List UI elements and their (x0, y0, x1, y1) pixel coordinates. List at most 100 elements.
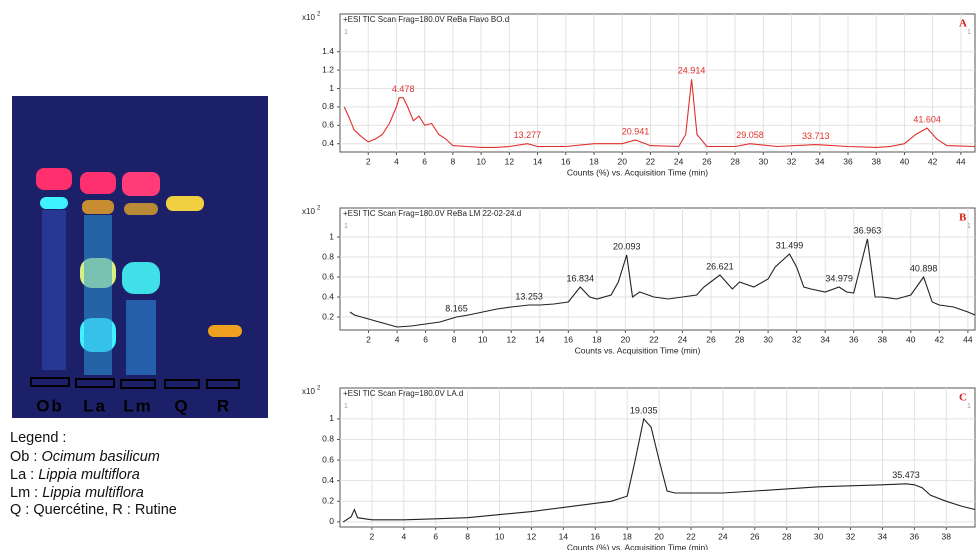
x-tick-label: 18 (622, 531, 632, 541)
legend-entry: Lm : Lippia multiflora (10, 485, 144, 501)
peak-label: 8.165 (445, 303, 468, 313)
peak-label: 41.604 (913, 114, 941, 124)
x-tick-label: 28 (782, 531, 792, 541)
x-tick-label: 12 (527, 531, 537, 541)
x-tick-label: 8 (465, 531, 470, 541)
panel-label: B (959, 212, 967, 224)
x-tick-label: 22 (686, 531, 696, 541)
x-tick-label: 30 (763, 334, 773, 344)
x-tick-label: 24 (674, 156, 684, 166)
lane-label: La (83, 396, 107, 415)
legend-species: Lippia multiflora (38, 467, 140, 483)
legend-title: Legend : (10, 430, 67, 446)
x-tick-label: 38 (871, 156, 881, 166)
x-tick-label: 32 (792, 334, 802, 344)
y-tick-label: 0 (329, 516, 334, 526)
x-tick-label: 6 (433, 531, 438, 541)
x-tick-label: 22 (649, 334, 659, 344)
legend-entry: La : Lippia multiflora (10, 467, 140, 483)
legend-entry: Ob : Ocimum basilicum (10, 449, 160, 465)
y-tick-label: 0.2 (322, 496, 334, 506)
y-tick-label: 1.2 (322, 64, 334, 74)
x-tick-label: 2 (366, 334, 371, 344)
y-scale: x10 (302, 13, 315, 22)
tlc-plate (12, 96, 268, 418)
peak-label: 31.499 (776, 240, 804, 250)
y-tick-label: 0.4 (322, 138, 334, 148)
y-tick-label: 0.4 (322, 291, 334, 301)
y-tick-label: 0.2 (322, 311, 334, 321)
x-tick-label: 24 (718, 531, 728, 541)
panel-label: A (959, 18, 967, 30)
y-tick-label: 0.6 (322, 271, 334, 281)
y-tick-label: 1.4 (322, 46, 334, 56)
peak-label: 13.277 (514, 130, 542, 140)
legend-species: Lippia multiflora (42, 485, 144, 501)
peak-label: 19.035 (630, 405, 658, 415)
x-tick-label: 16 (591, 531, 601, 541)
chart-title: +ESI TIC Scan Frag=180.0V ReBa LM 22-02-… (343, 209, 521, 218)
plot-area (339, 387, 976, 528)
legend-code: Lm : (10, 485, 43, 501)
x-tick-label: 4 (394, 156, 399, 166)
y-scale-exponent: 2 (317, 386, 321, 392)
chart-title: +ESI TIC Scan Frag=180.0V LA.d (343, 389, 463, 398)
x-tick-label: 20 (621, 334, 631, 344)
peak-label: 13.253 (515, 291, 543, 301)
peak-label: 16.834 (566, 273, 594, 283)
peak-label: 36.963 (854, 225, 882, 235)
x-tick-label: 6 (423, 334, 428, 344)
x-tick-label: 34 (815, 156, 825, 166)
y-tick-label: 0.4 (322, 475, 334, 485)
x-tick-label: 26 (702, 156, 712, 166)
x-tick-label: 20 (654, 531, 664, 541)
x-tick-label: 36 (910, 531, 920, 541)
peak-label: 20.941 (622, 126, 650, 136)
peak-label: 26.621 (706, 261, 734, 271)
x-tick-label: 14 (533, 156, 543, 166)
y-scale-exponent: 2 (317, 206, 321, 212)
y-scale: x10 (302, 207, 315, 216)
y-scale-exponent: 2 (317, 12, 321, 18)
x-tick-label: 8 (451, 156, 456, 166)
x-tick-label: 14 (535, 334, 545, 344)
x-tick-label: 36 (849, 334, 859, 344)
x-tick-label: 30 (759, 156, 769, 166)
x-tick-label: 44 (956, 156, 966, 166)
cursor-label: 1 (344, 223, 348, 230)
x-tick-label: 38 (942, 531, 952, 541)
x-tick-label: 16 (561, 156, 571, 166)
x-tick-label: 36 (843, 156, 853, 166)
plot-area (339, 207, 976, 331)
x-tick-label: 38 (878, 334, 888, 344)
peak-label: 29.058 (736, 130, 764, 140)
x-tick-label: 22 (646, 156, 656, 166)
x-tick-label: 34 (878, 531, 888, 541)
plot-area (339, 13, 976, 153)
x-tick-label: 26 (750, 531, 760, 541)
x-tick-label: 40 (906, 334, 916, 344)
x-tick-label: 30 (814, 531, 824, 541)
trace (349, 238, 976, 328)
cursor-label: 1 (967, 29, 971, 36)
legend-entry: Q : Quercétine, R : Rutine (10, 502, 177, 518)
cursor-label: 1 (344, 403, 348, 410)
x-tick-label: 32 (846, 531, 856, 541)
panel-label: C (959, 392, 967, 404)
x-tick-label: 44 (963, 334, 973, 344)
x-tick-label: 2 (370, 531, 375, 541)
x-tick-label: 26 (706, 334, 716, 344)
peak-label: 24.914 (678, 66, 706, 76)
chart-title: +ESI TIC Scan Frag=180.0V ReBa Flavo BO.… (343, 15, 509, 24)
x-tick-label: 12 (505, 156, 515, 166)
x-tick-label: 6 (422, 156, 427, 166)
legend-code: La : (10, 467, 39, 483)
x-tick-label: 18 (592, 334, 602, 344)
x-tick-label: 12 (507, 334, 517, 344)
y-tick-label: 1 (329, 83, 334, 93)
x-tick-label: 34 (820, 334, 830, 344)
y-scale: x10 (302, 387, 315, 396)
cursor-label: 1 (967, 223, 971, 230)
